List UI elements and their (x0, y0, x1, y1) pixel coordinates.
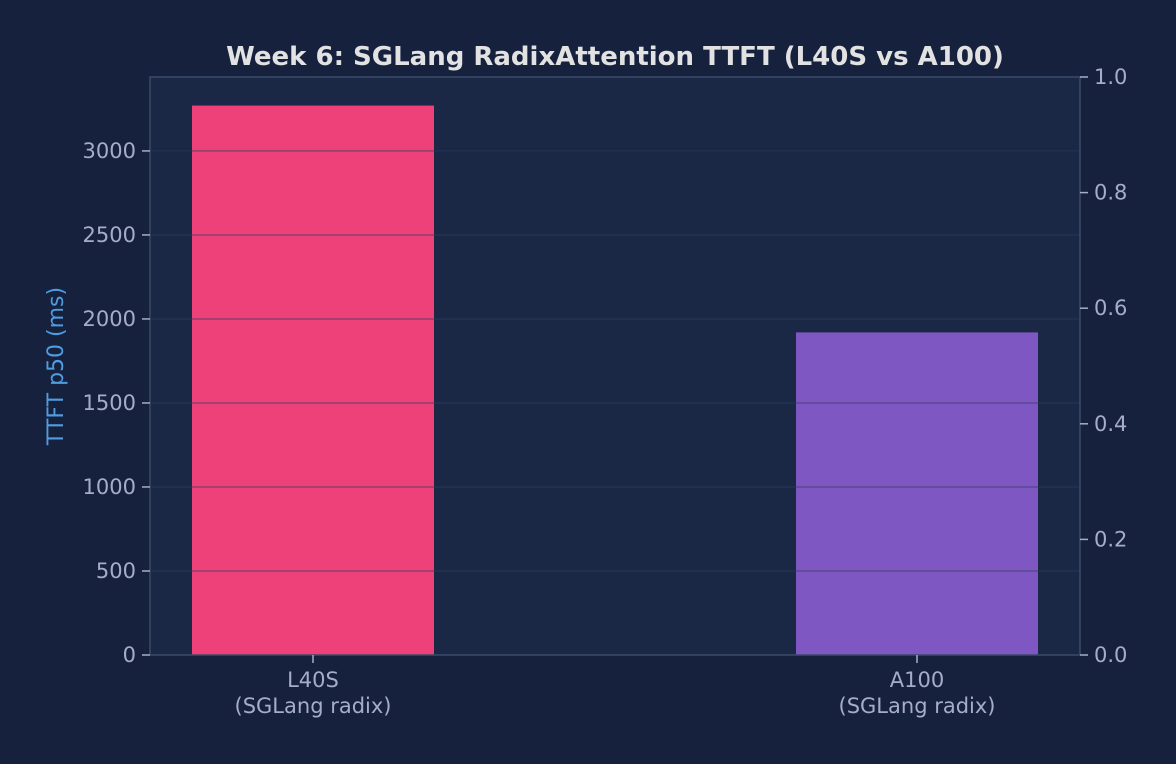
bars (192, 105, 1038, 655)
y2-tick-label: 0.8 (1094, 181, 1127, 205)
plot-frame (149, 76, 1081, 656)
y2-tick-label: 1.0 (1094, 65, 1127, 89)
y2-tick-label: 0.6 (1094, 296, 1127, 320)
y-tick-label: 3000 (83, 139, 136, 163)
y-axis-label: TTFT p50 (ms) (44, 287, 69, 446)
chart-title: Week 6: SGLang RadixAttention TTFT (L40S… (226, 42, 1004, 72)
y-tick-label: 1000 (83, 475, 136, 499)
x-tick-label: A100 (890, 668, 944, 692)
x-tick-label-sub: (SGLang radix) (235, 694, 392, 718)
y-tick-label: 2500 (83, 223, 136, 247)
y2-tick-label: 0.2 (1094, 527, 1127, 551)
y-tick-label: 500 (96, 559, 136, 583)
x-tick-label-sub: (SGLang radix) (839, 694, 996, 718)
bar-overlay-grid (192, 150, 1038, 572)
y-tick-label: 1500 (83, 391, 136, 415)
y2-tick-label: 0.4 (1094, 412, 1127, 436)
y-tick-label: 2000 (83, 307, 136, 331)
bar (192, 105, 434, 655)
bar (796, 332, 1038, 655)
y-axis-ticks: 0 500 1000 1500 2000 2500 3000 (83, 139, 150, 667)
y2-tick-label: 0.0 (1094, 643, 1127, 667)
y-tick-label: 0 (123, 643, 136, 667)
x-tick-label: L40S (287, 668, 339, 692)
y2-axis-ticks: 0.0 0.2 0.4 0.6 0.8 1.0 (1080, 65, 1127, 667)
x-axis-ticks: L40S(SGLang radix)A100(SGLang radix) (235, 655, 996, 718)
